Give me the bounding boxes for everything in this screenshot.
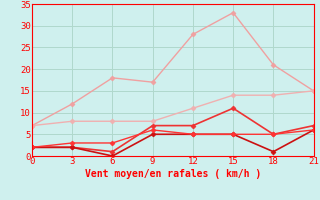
- X-axis label: Vent moyen/en rafales ( km/h ): Vent moyen/en rafales ( km/h ): [85, 169, 261, 179]
